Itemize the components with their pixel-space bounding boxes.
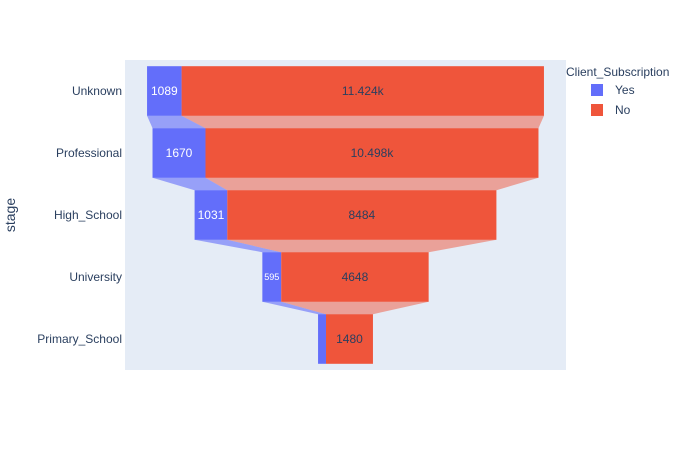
legend-item-yes[interactable]: Yes	[591, 83, 635, 97]
connector-yes	[152, 177, 228, 191]
bar-no-unknown[interactable]	[181, 66, 544, 116]
bar-label-yes-high-school: 1031	[198, 208, 225, 222]
bar-no-primary-school[interactable]	[326, 314, 373, 364]
bar-yes-professional[interactable]	[152, 128, 206, 178]
funnel-bars	[147, 66, 544, 364]
funnel-bar-labels: 1089 11.424k 1670 10.498k 1031 8484 595 4648 148…	[151, 84, 394, 346]
bar-no-university[interactable]	[281, 252, 429, 302]
connector-yes	[147, 115, 206, 129]
y-axis-title: stage	[2, 198, 18, 232]
y-tick-label-unknown: Unknown	[72, 84, 122, 98]
bar-yes-primary-school[interactable]	[318, 314, 327, 364]
y-tick-label-primary-school: Primary_School	[37, 332, 122, 346]
connector-no	[181, 115, 544, 129]
connector-no	[281, 301, 429, 315]
legend-label-no: No	[615, 103, 631, 117]
y-tick-label-professional: Professional	[56, 146, 122, 160]
bar-yes-university[interactable]	[262, 252, 282, 302]
legend: Client_Subscription Yes No	[566, 65, 669, 117]
bar-label-no-primary-school: 1480	[336, 332, 363, 346]
connector-no	[205, 177, 539, 191]
connector-yes	[262, 301, 327, 315]
bar-label-no-unknown: 11.424k	[342, 84, 385, 98]
bar-label-no-professional: 10.498k	[351, 146, 395, 160]
legend-label-yes: Yes	[615, 83, 635, 97]
bar-label-yes-university: 595	[264, 272, 279, 282]
y-axis-tick-labels: Unknown Professional High_School University…	[37, 84, 122, 346]
y-tick-label-high-school: High_School	[54, 208, 122, 222]
bar-label-yes-professional: 1670	[166, 146, 193, 160]
bar-label-yes-unknown: 1089	[151, 84, 178, 98]
legend-item-no[interactable]: No	[591, 103, 631, 117]
bar-label-no-high-school: 8484	[348, 208, 375, 222]
y-tick-label-university: University	[69, 270, 122, 284]
bar-yes-high-school[interactable]	[194, 190, 228, 240]
connector-no	[227, 239, 497, 253]
bar-no-professional[interactable]	[205, 128, 539, 178]
funnel-connectors	[147, 115, 544, 315]
legend-title: Client_Subscription	[566, 65, 669, 79]
bar-yes-unknown[interactable]	[147, 66, 182, 116]
legend-swatch-yes	[591, 84, 603, 96]
bar-no-high-school[interactable]	[227, 190, 497, 240]
connector-yes	[194, 239, 282, 253]
legend-swatch-no	[591, 104, 603, 116]
bar-label-no-university: 4648	[342, 270, 369, 284]
